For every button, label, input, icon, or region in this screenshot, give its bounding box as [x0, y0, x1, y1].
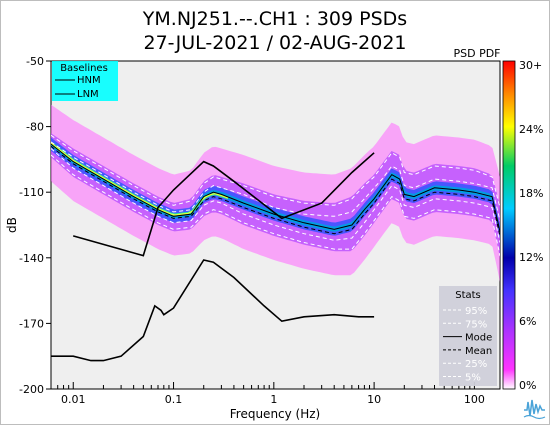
x-tick-label: 10	[367, 393, 381, 406]
stat-lines	[51, 134, 500, 256]
stats-legend-title: Stats	[455, 290, 481, 301]
colorbar-ticks: 30+ 24% 18% 12% 6% 0%	[519, 59, 543, 392]
y-tick-label: -50	[26, 55, 44, 68]
colorbar-tick-label: 12%	[519, 251, 543, 264]
stats-legend-label: 25%	[465, 359, 487, 370]
chart-title: YM.NJ251.--.CH1 : 309 PSDs	[142, 8, 407, 30]
stat-line-mode	[51, 143, 500, 232]
baselines-legend: Baselines HNM LNM	[52, 61, 118, 101]
x-axis-label: Frequency (Hz)	[230, 407, 321, 421]
baseline-lnm	[51, 259, 375, 362]
seismic-logo-icon	[523, 399, 546, 420]
y-axis: -50 -80 -110 -140 -170 -200	[19, 55, 51, 396]
colorbar-tick-label: 18%	[519, 187, 543, 200]
colorbar-title: PSD PDF	[453, 47, 500, 60]
density-band	[51, 104, 500, 282]
x-tick-label: 1	[270, 393, 277, 406]
stat-line-5pct	[51, 154, 500, 256]
stat-line-95pct	[51, 134, 500, 208]
x-axis: 0.01 0.1 1 10 100	[50, 382, 485, 406]
stats-legend-label: Mode	[465, 333, 492, 344]
y-axis-label: dB	[5, 217, 19, 233]
colorbar-tick-label: 6%	[519, 315, 536, 328]
baselines-legend-title: Baselines	[60, 63, 108, 74]
stats-legend-label: 75%	[465, 319, 487, 330]
colorbar-tick-label: 0%	[519, 379, 536, 392]
stats-legend-label: 95%	[465, 306, 487, 317]
colorbar-tick-label: 30+	[519, 59, 542, 72]
x-tick-label: 100	[464, 393, 485, 406]
baseline-lines	[51, 152, 375, 362]
density-band	[51, 133, 500, 258]
legend-lnm: LNM	[77, 89, 99, 100]
stats-legend-label: 5%	[465, 373, 481, 384]
y-tick-label: -110	[19, 186, 44, 199]
baseline-hnm	[72, 152, 375, 257]
y-tick-label: -170	[19, 317, 44, 330]
y-tick-label: -200	[19, 383, 44, 396]
chart-subtitle: 27-JUL-2021 / 02-AUG-2021	[144, 32, 407, 54]
stat-line-75pct	[51, 141, 500, 221]
colorbar-tick-label: 24%	[519, 123, 543, 136]
y-tick-label: -140	[19, 252, 44, 265]
colorbar	[502, 60, 516, 390]
stats-legend: Stats 95% 75% Mode Mean 25% 5%	[439, 286, 497, 386]
x-tick-label: 0.01	[61, 393, 86, 406]
x-tick-label: 0.1	[165, 393, 183, 406]
stats-legend-label: Mean	[465, 346, 492, 357]
y-tick-label: -80	[26, 121, 44, 134]
stat-line-mean	[51, 145, 500, 237]
legend-hnm: HNM	[77, 75, 101, 86]
